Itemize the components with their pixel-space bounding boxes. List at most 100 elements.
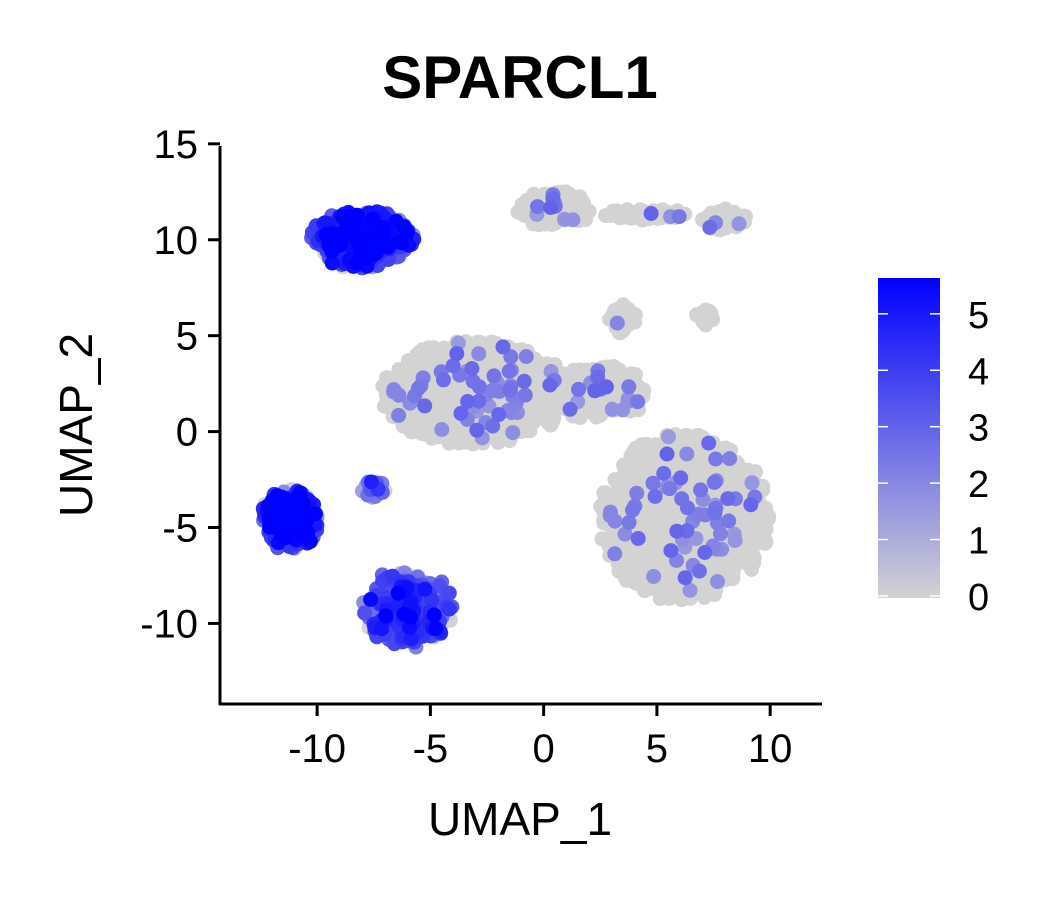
cell-point: [516, 373, 532, 389]
cell-point: [530, 199, 545, 215]
cell-point: [639, 554, 655, 570]
cell-point: [630, 394, 646, 410]
cell-point: [559, 200, 574, 215]
cell-point: [757, 535, 773, 551]
chart-title: SPARCL1: [382, 44, 658, 111]
cell-point: [744, 475, 760, 491]
cell-point: [659, 446, 675, 462]
cell-point: [729, 556, 745, 572]
cell-point: [486, 368, 502, 384]
cell-point: [702, 220, 718, 235]
cell-point: [727, 533, 743, 548]
cell-point: [607, 546, 623, 562]
cell-point: [610, 477, 626, 493]
cell-point: [662, 481, 678, 497]
cell-point: [363, 592, 379, 607]
cell-point: [669, 523, 685, 539]
cell-point: [743, 524, 759, 540]
cell-point: [436, 372, 451, 388]
cell-point: [491, 407, 507, 423]
cell-point: [656, 466, 672, 481]
cell-point: [673, 470, 689, 486]
cell-point: [693, 482, 709, 498]
cell-point: [557, 211, 572, 227]
cell-point: [471, 346, 487, 362]
cell-point: [379, 370, 395, 386]
cell-point: [677, 570, 693, 586]
cell-point: [708, 451, 724, 467]
cell-point: [363, 474, 379, 490]
cell-point: [621, 316, 637, 332]
cell-point: [680, 500, 695, 516]
cell-point: [517, 387, 533, 403]
cell-point: [469, 422, 485, 438]
cell-point: [464, 361, 480, 376]
cell-point: [609, 315, 625, 331]
cell-point: [453, 405, 469, 421]
cell-point: [721, 513, 737, 529]
cell-point: [417, 581, 433, 597]
cell-point: [646, 569, 662, 584]
cell-point: [625, 502, 640, 518]
cell-point: [692, 457, 708, 473]
cell-point: [505, 425, 521, 441]
cell-point: [619, 572, 634, 588]
cell-point: [642, 508, 658, 524]
cell-point: [410, 380, 426, 396]
cell-point: [602, 490, 618, 506]
cell-point: [661, 429, 676, 445]
cell-point: [628, 440, 644, 456]
cell-point: [609, 207, 625, 222]
cell-point: [527, 403, 543, 419]
cell-point: [502, 382, 518, 398]
cell-point: [572, 192, 588, 208]
cell-point: [414, 342, 430, 358]
cell-point: [691, 563, 707, 579]
cell-point: [741, 557, 757, 573]
cell-point: [629, 485, 645, 501]
cell-point: [433, 397, 449, 413]
cell-point: [386, 382, 402, 398]
cell-point: [404, 414, 420, 430]
cell-point: [471, 379, 487, 395]
cell-point: [671, 209, 687, 225]
cell-point: [391, 407, 407, 423]
cell-point: [602, 504, 618, 520]
cell-point: [441, 601, 457, 617]
cell-point: [731, 216, 747, 232]
cell-point: [495, 339, 511, 355]
cell-point: [706, 474, 722, 490]
cell-point: [526, 186, 542, 202]
cell-point: [720, 491, 736, 507]
cell-point: [647, 488, 663, 504]
cell-point: [455, 429, 470, 445]
cell-point: [542, 377, 558, 393]
cell-point: [710, 574, 725, 590]
cell-point: [540, 414, 556, 430]
cell-point: [514, 200, 530, 216]
cell-point: [664, 581, 680, 597]
cell-point: [643, 206, 659, 221]
cell-point: [392, 362, 408, 378]
cell-point: [611, 362, 627, 378]
cell-point: [604, 401, 620, 417]
cell-point: [571, 381, 586, 397]
cell-point: [619, 556, 635, 572]
cell-point: [707, 505, 723, 521]
cell-point: [441, 585, 457, 601]
cell-point: [722, 451, 738, 467]
cell-point: [417, 398, 433, 414]
cell-point: [518, 349, 534, 364]
cell-point: [701, 311, 717, 327]
cell-point: [598, 379, 614, 395]
cell-point: [638, 451, 654, 467]
cell-point: [701, 435, 717, 451]
cell-point: [562, 401, 578, 417]
cell-point: [679, 446, 695, 462]
scatter-points: [255, 184, 777, 655]
cell-point: [621, 379, 637, 395]
cell-point: [663, 543, 679, 559]
cell-point: [743, 497, 759, 513]
cell-point: [630, 531, 646, 546]
cell-point: [434, 342, 450, 358]
